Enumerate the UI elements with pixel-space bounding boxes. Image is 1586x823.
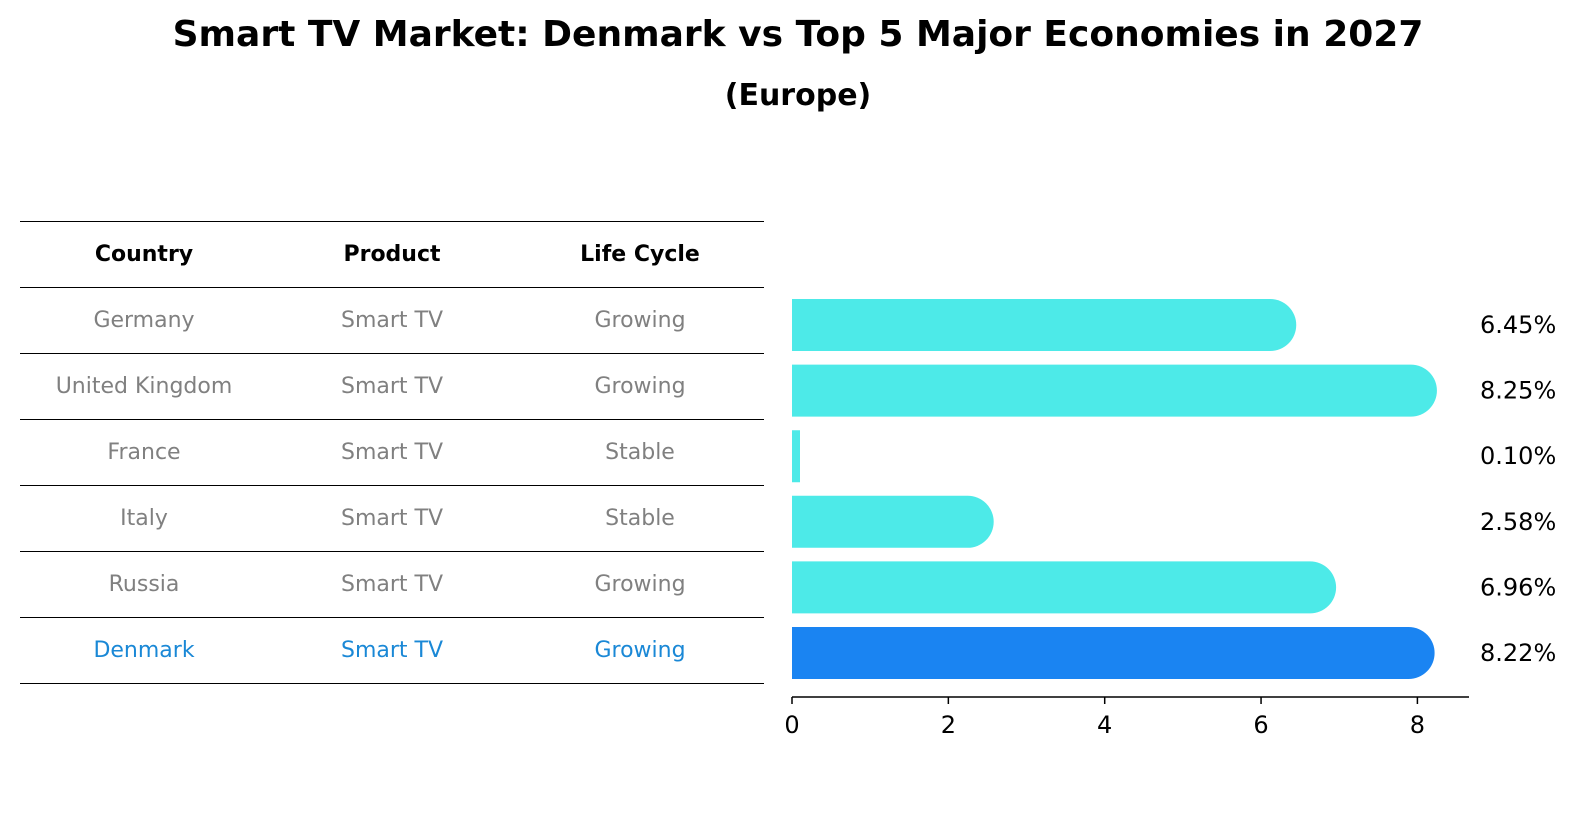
cell-life-cycle: Growing (516, 551, 764, 618)
bar (792, 561, 1337, 614)
table-header-row: Country Product Life Cycle (20, 221, 764, 288)
header-life-cycle: Life Cycle (516, 221, 764, 288)
x-tick-label: 6 (1253, 711, 1268, 739)
table-row: Italy Smart TV Stable (20, 485, 764, 552)
x-tick-label: 2 (941, 711, 956, 739)
table-row: United Kingdom Smart TV Growing (20, 353, 764, 420)
data-label: 8.22% (1480, 639, 1556, 667)
cell-product: Smart TV (268, 419, 516, 486)
table-row: France Smart TV Stable (20, 419, 764, 486)
cell-country: United Kingdom (20, 353, 268, 420)
bar (792, 364, 1437, 417)
cell-life-cycle: Stable (516, 419, 764, 486)
bar (792, 299, 1297, 351)
cell-country: France (20, 419, 268, 486)
bar (792, 495, 994, 548)
cell-country: Russia (20, 551, 268, 618)
header-country: Country (20, 221, 268, 288)
data-table: Country Product Life Cycle Germany Smart… (20, 221, 764, 684)
cell-life-cycle: Growing (516, 287, 764, 354)
bar-highlight (792, 627, 1435, 679)
cell-product: Smart TV (268, 353, 516, 420)
bar (792, 430, 800, 483)
chart-title: Smart TV Market: Denmark vs Top 5 Major … (172, 14, 1424, 55)
table-row-highlight: Denmark Smart TV Growing (20, 617, 764, 684)
data-label: 0.10% (1480, 442, 1556, 470)
table-row: Germany Smart TV Growing (20, 287, 764, 354)
cell-country: Denmark (20, 617, 268, 684)
table-row: Russia Smart TV Growing (20, 551, 764, 618)
cell-product: Smart TV (268, 551, 516, 618)
x-tick-label: 4 (1097, 711, 1112, 739)
cell-product: Smart TV (268, 287, 516, 354)
x-tick-label: 0 (784, 711, 799, 739)
cell-country: Italy (20, 485, 268, 552)
cell-life-cycle: Growing (516, 617, 764, 684)
data-label: 8.25% (1480, 377, 1556, 405)
cell-product: Smart TV (268, 617, 516, 684)
cell-product: Smart TV (268, 485, 516, 552)
data-label: 6.45% (1480, 311, 1556, 339)
header-product: Product (268, 221, 516, 288)
chart-subtitle: (Europe) (724, 78, 872, 113)
cell-country: Germany (20, 287, 268, 354)
cell-life-cycle: Stable (516, 485, 764, 552)
data-label: 6.96% (1480, 573, 1556, 601)
x-tick-label: 8 (1410, 711, 1425, 739)
data-label: 2.58% (1480, 508, 1556, 536)
